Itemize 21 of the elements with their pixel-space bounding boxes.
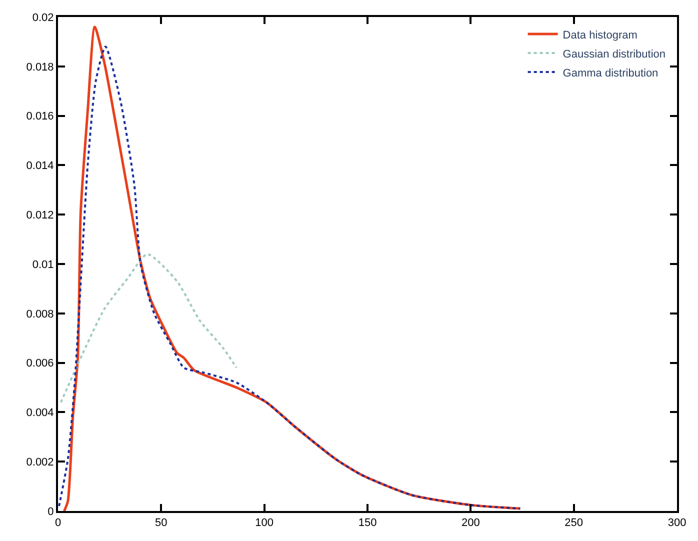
- y-tick-label: 0.012: [26, 209, 54, 222]
- legend-label: Gamma distribution: [562, 67, 658, 80]
- y-tick-label: 0.004: [26, 407, 54, 420]
- x-tick-label: 300: [668, 517, 686, 530]
- legend-label: Data histogram: [562, 29, 638, 42]
- y-tick-label: 0.002: [26, 456, 54, 468]
- y-tick-label: 0.014: [26, 160, 54, 172]
- line-series: [60, 253, 238, 404]
- legend-label: Gaussian distribution: [562, 48, 666, 60]
- x-tick-label: 50: [155, 517, 168, 530]
- y-tick-label: 0.01: [32, 258, 54, 271]
- y-tick-label: 0.008: [26, 308, 54, 320]
- y-tick-label: 0: [48, 506, 54, 518]
- y-tick-label: 0.006: [26, 358, 54, 370]
- y-tick-label: 0.02: [32, 12, 54, 24]
- x-tick-label: 150: [358, 517, 377, 530]
- y-tick-label: 0.018: [26, 61, 54, 74]
- x-tick-label: 250: [564, 517, 584, 530]
- x-tick-label: 100: [255, 517, 274, 530]
- y-tick-label: 0.016: [26, 110, 54, 123]
- x-tick-label: 200: [461, 517, 480, 530]
